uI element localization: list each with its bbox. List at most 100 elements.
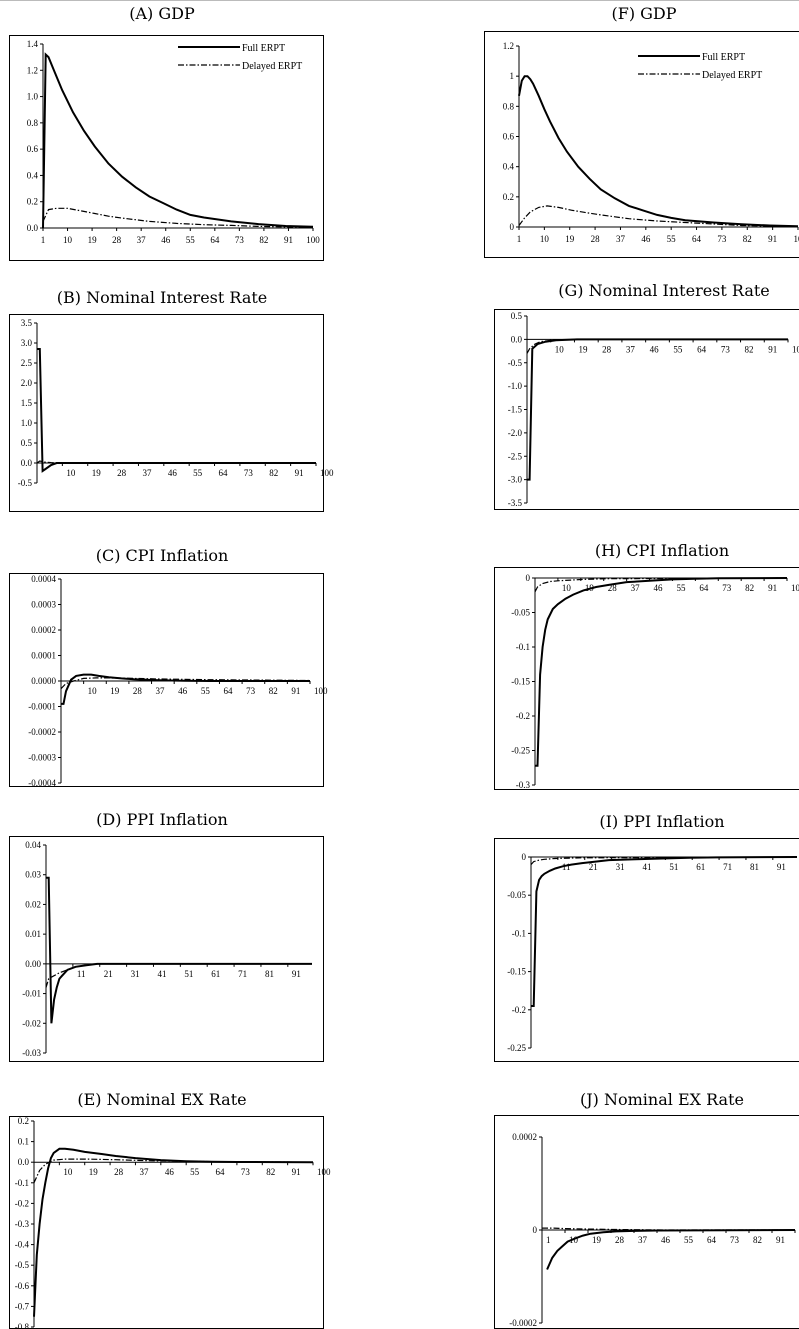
- x-tick-label: 91: [292, 1167, 301, 1177]
- y-tick-label: 0.0004: [31, 574, 56, 584]
- chart-frame: [9, 573, 324, 787]
- y-tick-label: -0.05: [511, 608, 530, 618]
- y-tick-label: -0.0003: [28, 753, 56, 763]
- panel-j-title: (J) Nominal EX Rate: [580, 1090, 744, 1109]
- x-tick-label: 46: [178, 686, 188, 696]
- y-tick-label: 1.5: [21, 398, 33, 408]
- series-delayed-erpt-line: [42, 207, 314, 228]
- x-tick-label: 71: [238, 969, 247, 979]
- y-tick-label: -0.15: [511, 677, 530, 687]
- y-tick-label: 0.4: [503, 162, 515, 172]
- y-tick-label: -0.02: [22, 1018, 41, 1028]
- y-tick-label: -2.0: [508, 428, 523, 438]
- x-tick-label: 10: [555, 344, 565, 354]
- x-tick-label: 1: [546, 1235, 551, 1245]
- y-tick-label: -0.5: [18, 478, 33, 488]
- y-tick-label: 0.8: [503, 101, 515, 111]
- y-tick-label: 3.0: [21, 338, 33, 348]
- x-tick-label: 28: [133, 686, 143, 696]
- x-tick-label: 19: [592, 1235, 602, 1245]
- y-tick-label: 0.6: [27, 144, 39, 154]
- y-tick-label: -3.0: [508, 475, 523, 485]
- series-delayed-erpt-line: [45, 963, 312, 988]
- y-tick-label: -0.2: [516, 711, 530, 721]
- y-tick-label: 0.0: [18, 1157, 30, 1167]
- panel-e-chart: -0.8 -0.7 -0.6 -0.5 -0.4 -0.3 -0.2 -0.1 0.0 0.1 0.…: [9, 1116, 331, 1329]
- x-tick-label: 73: [722, 583, 732, 593]
- x-tick-label: 37: [139, 1167, 149, 1177]
- x-tick-label: 64: [210, 235, 220, 245]
- x-tick-label: 91: [284, 235, 293, 245]
- y-tick-label: -0.2: [512, 1005, 526, 1015]
- y-tick-label: 0.0002: [31, 625, 56, 635]
- x-tick-label: 37: [638, 1235, 648, 1245]
- y-tick-label: 0.2: [18, 1116, 29, 1126]
- x-tick-label: 73: [235, 235, 245, 245]
- x-tick-label: 55: [673, 344, 683, 354]
- x-tick-label: 73: [721, 344, 731, 354]
- y-tick-label: 0.03: [25, 870, 41, 880]
- panel-c-title: (C) CPI Inflation: [95, 546, 229, 565]
- x-tick-label: 28: [591, 234, 601, 244]
- x-tick-label: 28: [114, 1167, 124, 1177]
- y-tick-label: 0.6: [503, 132, 515, 142]
- x-tick-label: 81: [750, 862, 759, 872]
- x-tick-label: 91: [292, 969, 301, 979]
- x-tick-label: 55: [186, 235, 196, 245]
- x-tick-label: 41: [157, 969, 166, 979]
- y-tick-label: 0.0: [21, 458, 33, 468]
- x-tick-label: 82: [266, 1167, 275, 1177]
- y-tick-label: -0.1: [512, 928, 526, 938]
- x-tick-label: 19: [92, 468, 102, 478]
- x-tick-label: 1: [517, 234, 522, 244]
- y-tick-label: 1.4: [27, 39, 39, 49]
- x-tick-label: 82: [745, 344, 754, 354]
- x-tick-label: 10: [88, 686, 98, 696]
- x-tick-label: 46: [661, 1235, 671, 1245]
- panel-a-chart: 0.0 0.2 0.4 0.6 0.8 1.0 1.2 1.4 1 10 19 28 37 46 55 64 7…: [9, 35, 324, 261]
- y-tick-label: -0.5: [15, 1260, 30, 1270]
- y-tick-label: -0.6: [15, 1281, 30, 1291]
- y-tick-label: 0.4: [27, 170, 39, 180]
- x-tick-label: 46: [654, 583, 664, 593]
- y-tick-label: -0.1: [516, 642, 530, 652]
- x-tick-label: 21: [104, 969, 113, 979]
- y-tick-label: -0.01: [22, 989, 41, 999]
- x-tick-label: 61: [696, 862, 705, 872]
- y-tick-label: 2.0: [21, 378, 33, 388]
- series-full-erpt-line: [46, 876, 312, 1024]
- x-tick-label: 73: [717, 234, 727, 244]
- y-tick-label: -0.25: [511, 746, 530, 756]
- x-tick-label: 82: [753, 1235, 762, 1245]
- panel-c-chart: -0.0004 -0.0003 -0.0002 -0.0001 0.0000 0.0001…: [9, 573, 328, 788]
- series-full-erpt-line: [33, 1147, 314, 1317]
- y-tick-label: 0.5: [511, 311, 523, 321]
- x-tick-label: 55: [201, 686, 211, 696]
- y-tick-label: 2.5: [21, 358, 33, 368]
- x-tick-label: 82: [745, 583, 754, 593]
- x-tick-label: 1: [41, 235, 46, 245]
- x-tick-label: 64: [699, 583, 709, 593]
- series-full-erpt-line: [531, 856, 798, 1007]
- x-tick-label: 37: [626, 344, 636, 354]
- x-tick-label: 10: [63, 1167, 72, 1177]
- x-tick-label: 37: [137, 235, 147, 245]
- y-tick-label: -0.5: [508, 358, 523, 368]
- y-tick-label: 0.0001: [31, 651, 56, 661]
- x-tick-label: 10: [63, 235, 73, 245]
- chart-frame: [494, 838, 799, 1062]
- x-tick-label: 55: [684, 1235, 694, 1245]
- series-delayed-erpt-line: [36, 460, 316, 464]
- panel-i-title: (I) PPI Inflation: [599, 812, 725, 831]
- x-tick-label: 73: [246, 686, 256, 696]
- y-tick-label: 1.2: [503, 41, 514, 51]
- y-tick-label: 0.8: [27, 118, 39, 128]
- x-tick-label: 55: [676, 583, 686, 593]
- x-tick-label: 51: [669, 862, 678, 872]
- x-tick-label: 31: [616, 862, 625, 872]
- legend-label: Delayed ERPT: [702, 70, 762, 81]
- y-tick-label: 0.5: [21, 438, 33, 448]
- x-tick-label: 73: [730, 1235, 740, 1245]
